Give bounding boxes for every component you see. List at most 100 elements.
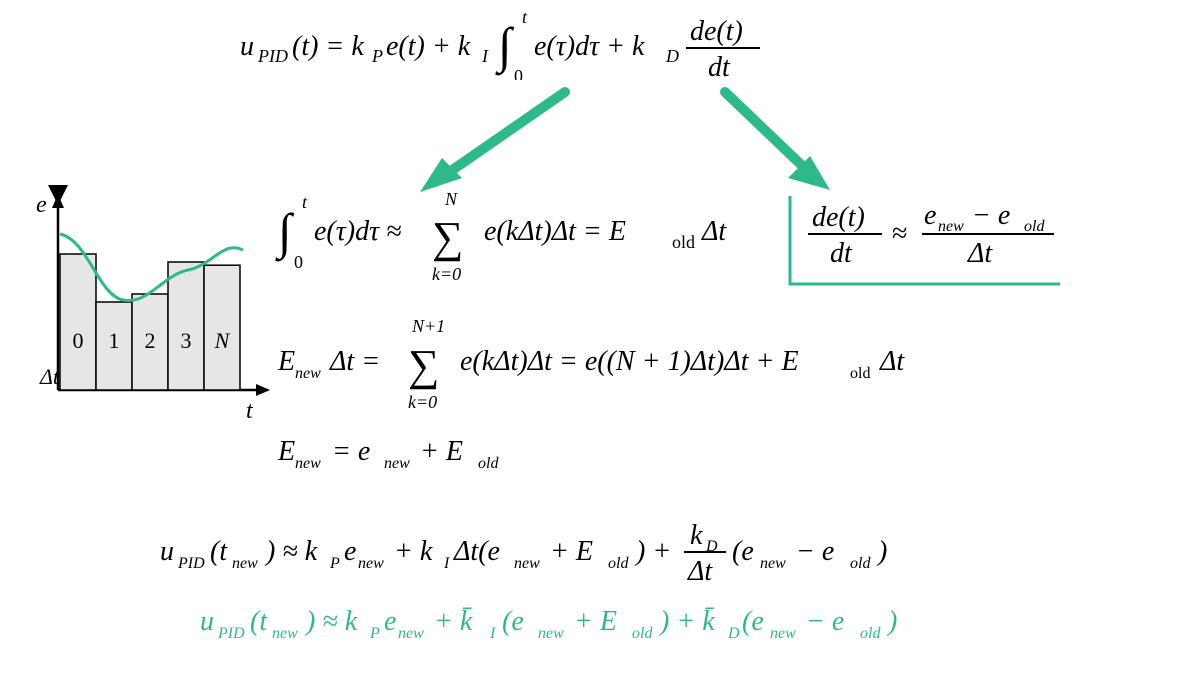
svg-text:Δt: Δt: [687, 556, 713, 587]
bar-label: N: [214, 328, 231, 353]
svg-text:k=0: k=0: [432, 264, 461, 284]
diagram-canvas: u PID (t) = k P e(t) + k I ∫ t 0 e(τ)dτ …: [0, 0, 1200, 675]
svg-text:∑: ∑: [408, 341, 439, 390]
svg-text:) ≈ k: ) ≈ k: [304, 606, 358, 637]
svg-text:e: e: [344, 536, 356, 567]
svg-text:+ k̄: + k̄: [434, 606, 473, 637]
bar-label: 1: [109, 328, 120, 353]
svg-text:old: old: [850, 365, 870, 382]
x-axis-label: t: [246, 398, 254, 424]
top-equation: u PID (t) = k P e(t) + k I ∫ t 0 e(τ)dτ …: [240, 7, 760, 86]
svg-text:new: new: [232, 555, 258, 572]
svg-text:(t) = k: (t) = k: [292, 31, 364, 62]
svg-text:Δt(e: Δt(e: [453, 536, 500, 567]
svg-text:N: N: [444, 189, 458, 209]
svg-text:e(τ)dτ + k: e(τ)dτ + k: [534, 31, 645, 62]
svg-text:= e: = e: [332, 436, 370, 467]
svg-text:Δt: Δt: [879, 346, 905, 377]
svg-text:(e: (e: [502, 606, 524, 637]
svg-text:dt: dt: [708, 52, 731, 83]
y-axis-label: e: [36, 192, 47, 218]
svg-text:Δt: Δt: [701, 216, 727, 247]
svg-text:new: new: [295, 455, 321, 472]
svg-text:− e: − e: [796, 536, 834, 567]
bar-label: 2: [145, 328, 156, 353]
svg-text:t: t: [522, 7, 528, 27]
svg-text:k=0: k=0: [408, 392, 437, 412]
bar: [60, 254, 96, 390]
svg-text:I: I: [481, 46, 489, 66]
svg-text:old: old: [478, 455, 499, 472]
svg-text:) +: ) +: [634, 536, 671, 567]
svg-text:e(t) + k: e(t) + k: [386, 31, 471, 62]
svg-text:new: new: [295, 365, 321, 382]
svg-text:D: D: [665, 46, 679, 66]
svg-text:old: old: [850, 555, 871, 572]
svg-text:old: old: [632, 625, 653, 642]
svg-text:E: E: [277, 346, 295, 377]
svg-text:Δt: Δt: [967, 238, 993, 269]
svg-text:P: P: [371, 46, 383, 66]
svg-text:new: new: [938, 218, 964, 235]
svg-text:− e: − e: [806, 606, 844, 637]
svg-text:P: P: [369, 625, 380, 642]
svg-text:N+1: N+1: [411, 316, 445, 336]
svg-text:new: new: [272, 625, 298, 642]
svg-text:new: new: [514, 555, 540, 572]
svg-text:new: new: [358, 555, 384, 572]
riemann-chart: e t 0123N Δt: [36, 192, 270, 424]
svg-text:e: e: [924, 200, 936, 231]
svg-text:Δt =: Δt =: [329, 346, 380, 377]
svg-text:) + k̄: ) + k̄: [658, 606, 715, 637]
svg-text:new: new: [384, 455, 410, 472]
svg-text:D: D: [727, 625, 740, 642]
svg-text:P: P: [329, 555, 340, 572]
svg-text:≈: ≈: [892, 218, 907, 249]
svg-text:0: 0: [294, 252, 303, 272]
svg-text:new: new: [770, 625, 796, 642]
svg-text:t: t: [302, 192, 308, 212]
svg-text:new: new: [760, 555, 786, 572]
svg-text:old: old: [608, 555, 629, 572]
svg-text:u: u: [160, 536, 174, 567]
svg-text:∫: ∫: [275, 203, 295, 262]
svg-text:): ): [876, 536, 887, 567]
svg-text:dt: dt: [830, 238, 853, 269]
bottom-eq-2: u PID (t new ) ≈ k P e new + k̄ I (e new…: [200, 606, 897, 642]
svg-text:+ E: + E: [550, 536, 593, 567]
svg-text:∫: ∫: [495, 17, 515, 76]
svg-text:∑: ∑: [432, 213, 463, 262]
svg-text:new: new: [538, 625, 564, 642]
svg-text:PID: PID: [217, 625, 245, 642]
svg-text:): ): [886, 606, 897, 637]
bars: 0123N: [60, 254, 240, 390]
derivative-box: de(t) dt ≈ e new − e old Δt: [790, 196, 1060, 284]
bar-label: 0: [73, 328, 84, 353]
svg-text:(t: (t: [210, 536, 228, 567]
svg-text:I: I: [443, 555, 450, 572]
Enew-line: E new Δt = N+1 ∑ k=0 e(kΔt)Δt = e((N + 1…: [277, 316, 905, 412]
svg-text:I: I: [489, 625, 496, 642]
svg-text:− e: − e: [972, 200, 1010, 231]
bar-label: 3: [181, 328, 192, 353]
svg-text:PID: PID: [257, 46, 288, 66]
svg-text:e: e: [384, 606, 396, 637]
svg-text:e(τ)dτ ≈: e(τ)dτ ≈: [314, 216, 402, 247]
svg-text:+ E: + E: [420, 436, 463, 467]
svg-text:+ k: + k: [394, 536, 433, 567]
svg-text:+ E: + E: [574, 606, 617, 637]
svg-text:old: old: [1024, 218, 1045, 235]
svg-text:u: u: [200, 606, 214, 637]
svg-text:(t: (t: [250, 606, 268, 637]
svg-text:de(t): de(t): [812, 202, 865, 233]
svg-text:new: new: [398, 625, 424, 642]
svg-text:PID: PID: [177, 555, 205, 572]
bar: [168, 262, 204, 390]
svg-text:) ≈ k: ) ≈ k: [264, 536, 318, 567]
svg-text:k: k: [690, 520, 703, 551]
dt-label: Δt: [39, 364, 60, 389]
Enew-simple: E new = e new + E old: [277, 436, 499, 472]
svg-text:old: old: [672, 232, 695, 252]
svg-text:e(kΔt)Δt = e((N + 1)Δt)Δt + E: e(kΔt)Δt = e((N + 1)Δt)Δt + E: [460, 346, 799, 377]
bottom-eq-1: u PID (t new ) ≈ k P e new + k I Δt(e ne…: [160, 520, 887, 587]
